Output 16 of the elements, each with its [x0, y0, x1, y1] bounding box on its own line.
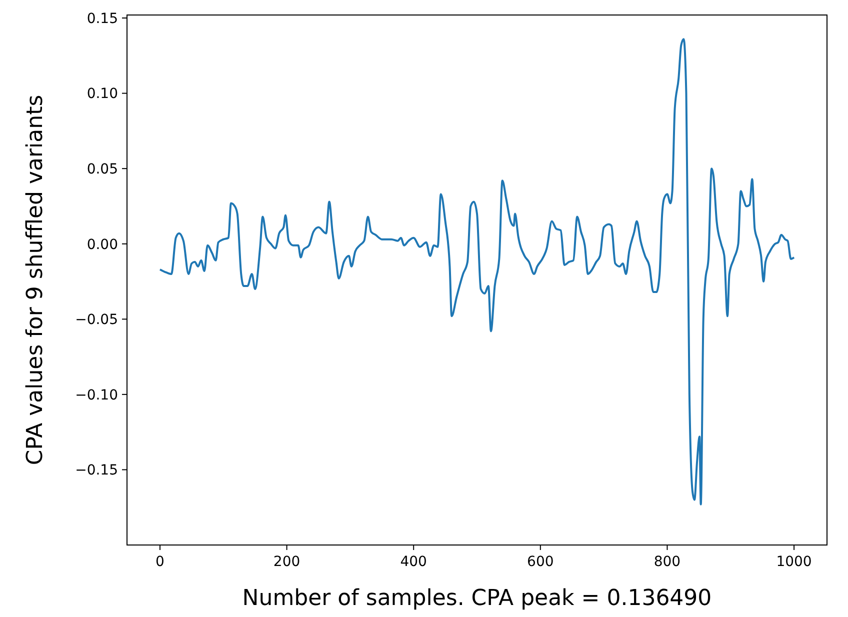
y-tick-label: 0.05 [86, 161, 118, 178]
y-tick-label: 0.10 [86, 86, 118, 102]
y-tick-label: −0.10 [75, 387, 118, 404]
y-tick-label: −0.05 [75, 312, 118, 328]
y-axis-title: CPA values for 9 shuffled variants [23, 94, 48, 466]
x-tick-label: 400 [400, 554, 427, 570]
x-tick-label: 200 [273, 554, 300, 570]
y-tick-label: 0.00 [86, 236, 118, 253]
y-tick-label: −0.15 [75, 462, 118, 479]
x-tick-label: 600 [527, 554, 554, 570]
x-tick-label: 800 [654, 554, 681, 570]
line-series [158, 38, 796, 506]
y-tick-label: 0.15 [86, 10, 118, 27]
x-tick-label: 0 [156, 554, 164, 570]
x-tick-label: 1000 [776, 554, 812, 570]
x-axis-title: Number of samples. CPA peak = 0.136490 [242, 586, 712, 611]
